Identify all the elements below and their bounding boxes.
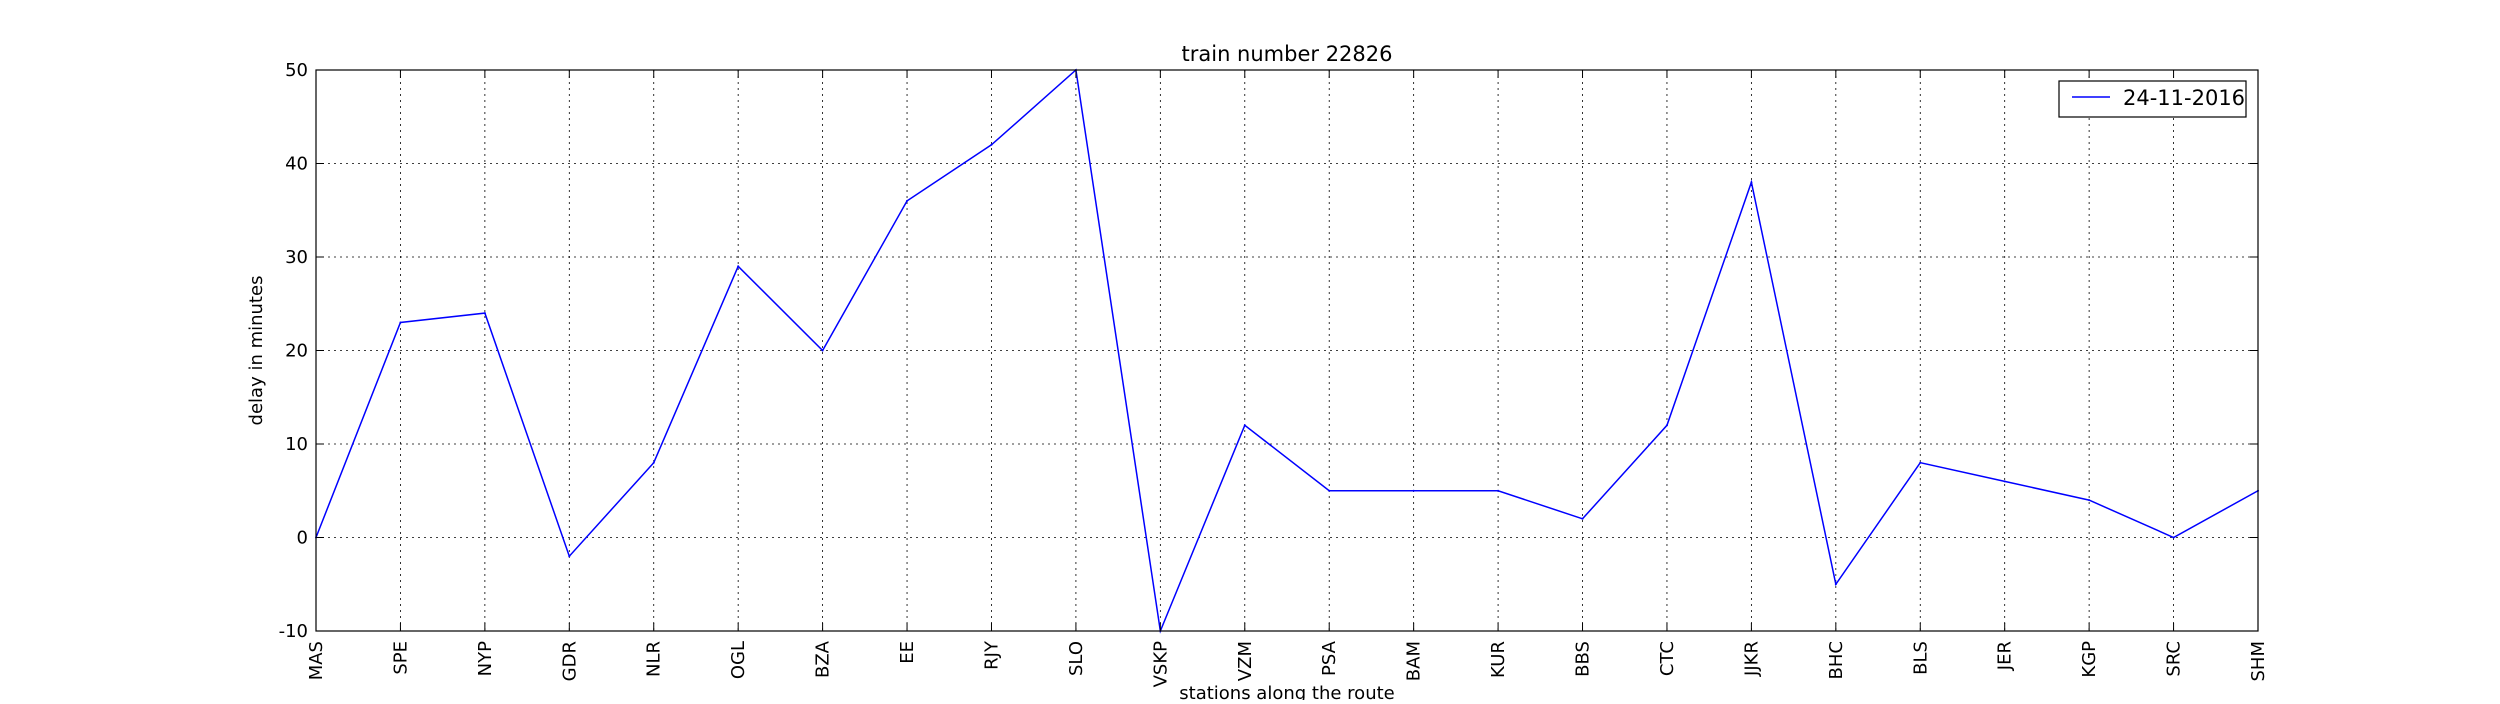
x-tick-label: OGL xyxy=(728,641,749,679)
y-tick-label: 40 xyxy=(285,154,308,175)
data-point xyxy=(1243,424,1246,427)
x-tick-label: BZA xyxy=(813,640,834,678)
x-tick-label: JER xyxy=(1995,641,2016,671)
x-tick-label: PSA xyxy=(1319,640,1340,676)
x-axis-label: stations along the route xyxy=(1179,683,1394,700)
data-point xyxy=(483,312,486,315)
legend-box xyxy=(2058,80,2247,118)
data-point xyxy=(1497,489,1500,492)
data-point xyxy=(652,461,655,464)
y-tick-label: -10 xyxy=(279,621,308,642)
data-point xyxy=(568,555,571,558)
x-tick-label: SHM xyxy=(2248,641,2269,682)
x-tick-label: NYP xyxy=(475,641,496,676)
data-point xyxy=(1581,517,1584,520)
x-tick-label: JJKR xyxy=(1741,641,1762,677)
data-point xyxy=(1919,461,1922,464)
x-tick-label: KGP xyxy=(2079,641,2100,678)
y-tick-label: 30 xyxy=(285,247,308,268)
x-tick-label: KUR xyxy=(1488,641,1509,678)
data-point xyxy=(2172,536,2175,539)
data-point xyxy=(737,265,740,268)
data-point xyxy=(1412,489,1415,492)
chart-title: train number 22826 xyxy=(1182,42,1393,66)
x-tick-label: BHC xyxy=(1826,641,1847,679)
y-tick-label: 10 xyxy=(285,434,308,455)
y-tick-label: 50 xyxy=(285,60,308,81)
x-tick-label: VZM xyxy=(1235,641,1256,681)
x-tick-label: EE xyxy=(897,641,918,664)
tick-layer: MAS SPE NYP GDR NLR OGL BZA EE RJY SLO VSKP VZM PSA B… xyxy=(279,60,2269,687)
x-tick-label: MAS xyxy=(306,641,327,680)
data-point xyxy=(399,321,402,324)
y-tick-label: 20 xyxy=(285,341,308,362)
y-axis-label: delay in minutes xyxy=(246,276,267,426)
x-tick-label: GDR xyxy=(559,641,580,681)
x-tick-label: SPE xyxy=(390,641,411,675)
x-tick-label: BBS xyxy=(1573,641,1594,677)
x-tick-label: SLO xyxy=(1066,641,1087,676)
grid-layer xyxy=(315,69,2259,632)
x-tick-label: VSKP xyxy=(1150,641,1171,688)
x-tick-label: BAM xyxy=(1404,641,1425,681)
data-point xyxy=(2088,499,2091,502)
series-line xyxy=(315,68,2259,634)
data-point xyxy=(1834,583,1837,586)
data-point xyxy=(1328,489,1331,492)
data-point xyxy=(1750,181,1753,184)
x-tick-label: BLS xyxy=(1910,641,1931,675)
legend: 24-11-2016 xyxy=(2058,80,2247,118)
legend-label: 24-11-2016 xyxy=(2123,86,2245,110)
x-tick-label: RJY xyxy=(981,640,1002,670)
x-tick-label: NLR xyxy=(644,641,665,677)
x-tick-label: CTC xyxy=(1657,641,1678,676)
data-point xyxy=(2003,480,2006,483)
data-point xyxy=(1665,424,1668,427)
y-tick-label: 0 xyxy=(297,528,308,549)
data-point xyxy=(906,199,909,202)
data-point xyxy=(821,349,824,352)
data-point xyxy=(990,143,993,146)
series-layer xyxy=(315,68,2259,634)
x-tick-label: SRC xyxy=(2164,641,2185,677)
